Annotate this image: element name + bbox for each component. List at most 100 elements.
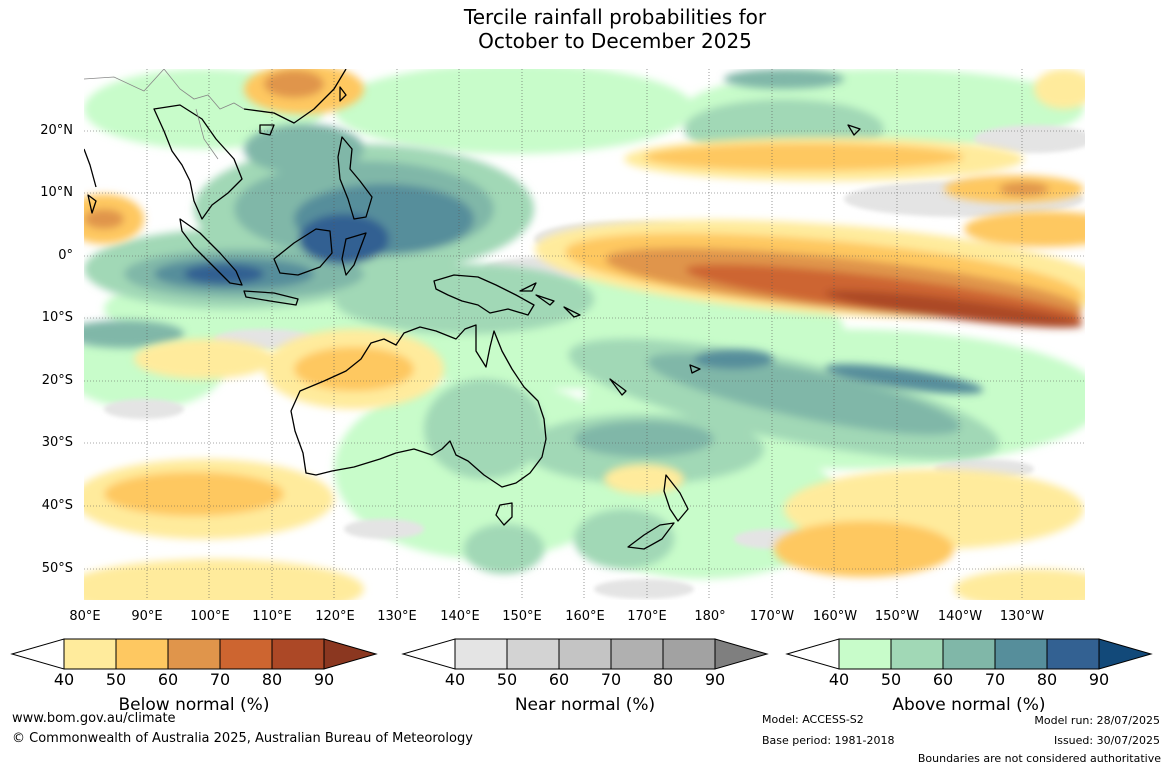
colorbar-below-segment — [271, 638, 325, 670]
lon-label-180: 180° — [694, 609, 726, 624]
website-link[interactable]: www.bom.gov.au/climate — [12, 711, 176, 726]
colorbar-near-min-triangle — [401, 638, 456, 670]
colorbar-above-segment — [838, 638, 892, 670]
colorbar-near-segment — [610, 638, 664, 670]
colorbar-below-normal — [10, 638, 378, 670]
colorbar-near-segment — [558, 638, 612, 670]
colorbar-near-tick: 70 — [600, 670, 622, 689]
solomon-islands-coastline — [535, 294, 581, 318]
map-title-line1: Tercile rainfall probabilities for — [463, 5, 767, 29]
colorbar-below-tick: 90 — [313, 670, 335, 689]
lat-label-20s: 20°S — [41, 373, 73, 388]
colorbar-near-title: Near normal (%) — [514, 695, 656, 715]
lon-label-130e: 130°E — [377, 609, 417, 624]
sri-lanka-coastline — [87, 194, 97, 214]
colorbar-above-tick: 50 — [880, 670, 902, 689]
borneo-coastline — [273, 228, 333, 276]
colorbar-above-max-triangle — [1098, 638, 1153, 670]
colorbar-above-min-triangle — [785, 638, 840, 670]
issued-date: Issued: 30/07/2025 — [1053, 734, 1160, 747]
model-run-date: Model run: 28/07/2025 — [1034, 714, 1160, 727]
lon-label-90e: 90°E — [131, 609, 163, 624]
colorbar-below-max-triangle — [323, 638, 378, 670]
colorbar-near-tick: 50 — [496, 670, 518, 689]
model-name: Model: ACCESS-S2 — [762, 713, 864, 726]
colorbar-near-segment — [454, 638, 508, 670]
colorbar-above-segment — [1046, 638, 1100, 670]
sumatra-coastline — [179, 218, 243, 286]
colorbar-below-tick: 60 — [157, 670, 179, 689]
colorbar-below-tick: 70 — [209, 670, 231, 689]
colorbar-above-segment — [890, 638, 944, 670]
colorbar-above-tick: 80 — [1036, 670, 1058, 689]
colorbar-above-segment — [942, 638, 996, 670]
australia-coastline — [290, 324, 547, 488]
lat-label-30s: 30°S — [41, 435, 73, 450]
coastlines — [84, 69, 861, 550]
lon-label-160w: 160°W — [812, 609, 858, 624]
colorbar-near-tick: 80 — [652, 670, 674, 689]
colorbar-near-tick: 40 — [444, 670, 466, 689]
hainan-coastline — [259, 124, 275, 136]
lat-label-20n: 20°N — [40, 123, 73, 138]
lon-label-170e: 170°E — [627, 609, 667, 624]
colorbar-below-segment — [63, 638, 117, 670]
lon-label-140e: 140°E — [440, 609, 480, 624]
new-guinea-coastline — [433, 274, 535, 316]
copyright-notice: © Commonwealth of Australia 2025, Austra… — [12, 731, 473, 746]
new-zealand-south-coastline — [627, 522, 675, 550]
colorbar-near-normal — [401, 638, 769, 670]
sulawesi-coastline — [341, 232, 367, 276]
lon-label-150w: 150°W — [874, 609, 920, 624]
colorbar-above-tick: 70 — [984, 670, 1006, 689]
lon-label-130w: 130°W — [999, 609, 1045, 624]
india-coastline — [84, 148, 97, 188]
lat-label-10n: 10°N — [40, 185, 73, 200]
colorbar-above-tick: 60 — [932, 670, 954, 689]
colorbar-below-segment — [115, 638, 169, 670]
lon-label-170w: 170°W — [749, 609, 795, 624]
lon-label-100e: 100°E — [190, 609, 230, 624]
forecast-map — [84, 69, 1085, 600]
colorbar-above-segment — [994, 638, 1048, 670]
china-coastline — [243, 69, 347, 124]
new-caledonia-coastline — [609, 378, 627, 396]
base-period: Base period: 1981-2018 — [762, 734, 895, 747]
colorbar-above-normal — [785, 638, 1153, 670]
lon-label-150e: 150°E — [502, 609, 542, 624]
probability-field — [84, 69, 1085, 600]
colorbar-below-segment — [167, 638, 221, 670]
colorbar-below-title: Below normal (%) — [118, 695, 270, 715]
colorbar-above-tick: 90 — [1088, 670, 1110, 689]
lon-label-110e: 110°E — [252, 609, 292, 624]
colorbar-below-min-triangle — [10, 638, 65, 670]
new-britain-coastline — [519, 282, 537, 292]
java-coastline — [243, 290, 299, 306]
colorbar-near-segment — [506, 638, 560, 670]
lon-label-140w: 140°W — [937, 609, 983, 624]
lat-label-50s: 50°S — [41, 561, 73, 576]
forecast-map-canvas — [84, 69, 1085, 600]
fiji-coastline — [689, 364, 701, 374]
map-title-line2: October to December 2025 — [478, 29, 752, 53]
lon-label-160e: 160°E — [565, 609, 605, 624]
lon-label-80e: 80°E — [69, 609, 101, 624]
lon-label-120e: 120°E — [315, 609, 355, 624]
colorbar-near-max-triangle — [714, 638, 769, 670]
lat-label-40s: 40°S — [41, 498, 73, 513]
country-borders — [84, 69, 245, 160]
colorbar-near-tick: 90 — [704, 670, 726, 689]
colorbar-below-tick: 80 — [261, 670, 283, 689]
new-zealand-north-coastline — [663, 474, 689, 522]
taiwan-coastline — [339, 86, 347, 102]
indochina-coastline — [153, 104, 243, 220]
colorbar-above-title: Above normal (%) — [892, 695, 1046, 715]
lat-label-10s: 10°S — [41, 310, 73, 325]
philippines-coastline — [337, 136, 373, 220]
colorbar-near-tick: 60 — [548, 670, 570, 689]
colorbar-below-segment — [219, 638, 273, 670]
graticule — [84, 69, 1085, 600]
colorbar-below-tick: 40 — [53, 670, 75, 689]
lat-label-equator: 0° — [58, 248, 73, 263]
colorbar-above-tick: 40 — [828, 670, 850, 689]
